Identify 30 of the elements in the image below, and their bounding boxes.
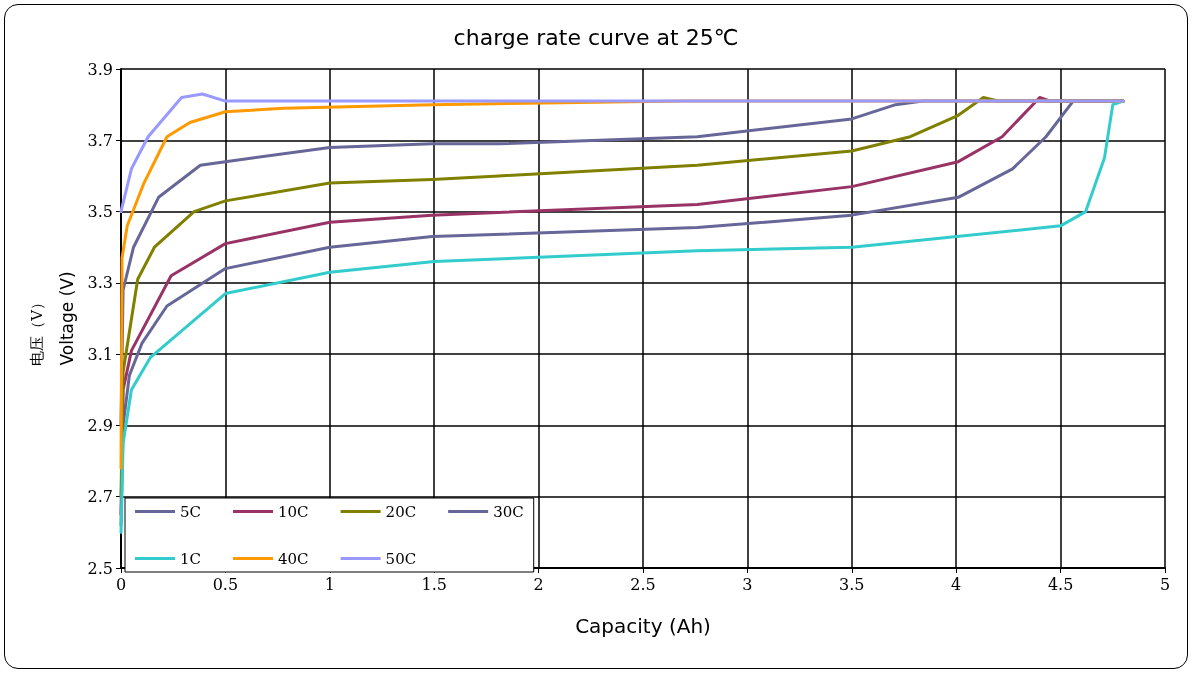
text: 电压（V） [27,294,46,366]
x-tick-label: 2 [533,574,544,594]
x-tick-label: 4.5 [1047,574,1074,594]
y-tick-label: 2.5 [87,558,113,578]
legend-label: 10C [278,502,309,521]
y-tick-label: 3.7 [87,130,113,150]
y-tick-label: 2.7 [87,487,113,507]
x-axis-title: Capacity (Ah) [575,614,711,638]
y-tick-label: 3.1 [87,344,113,364]
x-tick-label: 4 [951,574,962,594]
x-tick-label: 1.5 [421,574,447,594]
x-tick-label: 1 [324,574,335,594]
x-tick-label: 3 [742,574,753,594]
legend-label: 50C [385,549,417,568]
chart-title: charge rate curve at 25℃ [453,24,739,50]
x-tick-label: 0 [115,574,127,594]
x-tick-label: 3.5 [839,574,865,594]
legend-label: 1C [180,549,202,568]
y-tick-label: 3.3 [87,273,113,293]
legend-label: 30C [493,502,524,521]
x-tick-label: 2.5 [630,574,656,594]
y-tick-label: 3.9 [87,59,113,79]
legend-label: 5C [180,502,202,521]
x-tick-label: 0.5 [212,574,239,594]
y-tick-label: 2.9 [87,415,113,435]
y-axis-title: Voltage (V) [56,271,77,366]
legend-label: 20C [385,502,417,521]
x-tick-label: 5 [1159,574,1171,594]
y-tick-label: 3.5 [87,202,113,222]
legend-label: 40C [278,549,309,568]
